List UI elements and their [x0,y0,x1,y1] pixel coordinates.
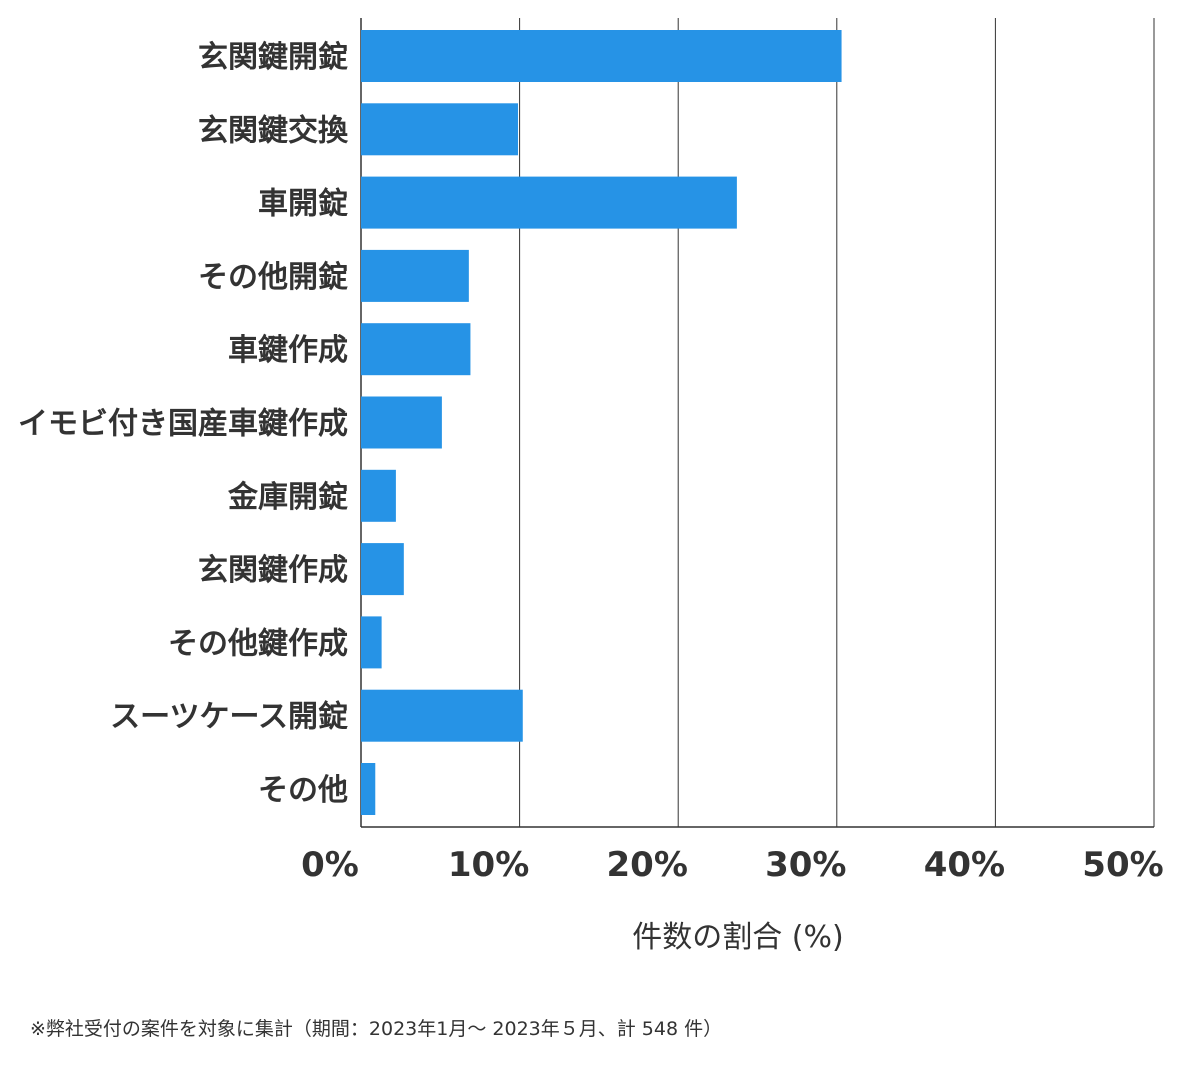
bar [361,616,382,669]
category-label: 玄関鍵作成 [198,553,348,588]
bar [361,103,519,156]
bar [361,396,442,449]
category-label: その他鍵作成 [168,626,348,661]
category-label: 玄関鍵交換 [198,113,349,148]
footnote: ※弊社受付の案件を対象に集計（期間：2023年1月～ 2023年５月、計 548… [30,1018,723,1040]
category-label: イモビ付き国産車鍵作成 [18,407,348,442]
bar [361,249,469,302]
bar [361,763,376,815]
category-label: その他開錠 [198,260,348,295]
bar [361,323,471,376]
x-tick-label: 20% [607,845,688,885]
category-label: 玄関鍵開錠 [198,40,348,75]
category-label: 金庫開錠 [227,480,348,515]
category-label: 車鍵作成 [228,333,348,368]
x-tick-label: 40% [924,845,1005,885]
bar [361,469,396,522]
x-tick-label: 50% [1082,845,1163,885]
bar [361,176,737,229]
bar [361,543,404,596]
bars [361,30,842,815]
bar [361,689,523,742]
x-tick-label: 30% [765,845,846,885]
category-label: その他 [258,773,348,808]
x-tick-label: 10% [448,845,529,885]
x-tick-labels: 0% 10% 20% 30% 40% 50% [301,845,1164,885]
bar [361,30,842,82]
category-labels: 玄関鍵開錠玄関鍵交換車開錠その他開錠車鍵作成イモビ付き国産車鍵作成金庫開錠玄関鍵… [18,40,349,808]
x-axis-title: 件数の割合 (%) [632,920,843,955]
category-label: スーツケース開錠 [110,700,348,735]
x-tick-label: 0% [301,845,359,885]
category-label: 車開錠 [258,187,348,222]
